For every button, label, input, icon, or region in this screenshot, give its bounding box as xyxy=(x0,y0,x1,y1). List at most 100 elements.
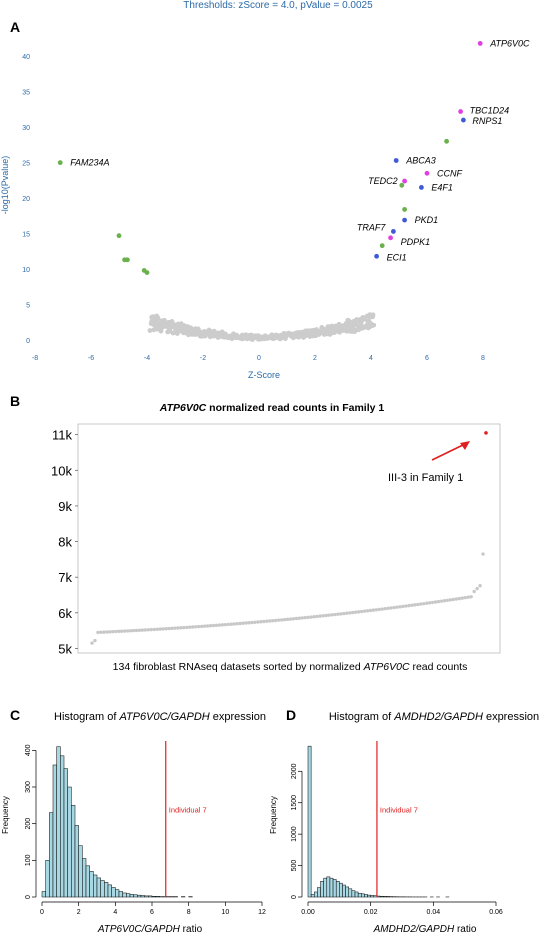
histogram-bar xyxy=(41,891,46,898)
panel-b-y-tick-label: 7k xyxy=(58,570,72,585)
panel-c-axes: 0 100 200 300 400 0 2 4 6 8 10 12 xyxy=(25,744,266,916)
histogram-bar xyxy=(348,888,353,898)
data-point xyxy=(188,625,192,629)
histogram-bar xyxy=(332,879,337,898)
data-point xyxy=(247,621,251,625)
histogram-bar xyxy=(74,825,79,898)
panel-a-y-tick-label: 10 xyxy=(22,267,30,274)
panel-d-xlabel-post: ratio xyxy=(454,924,477,935)
background-point xyxy=(371,322,377,328)
data-point xyxy=(217,623,222,627)
background-point xyxy=(312,331,318,337)
panel-a-y-tick-label: 30 xyxy=(22,125,30,132)
histogram-bar xyxy=(60,755,65,898)
panel-c-y-axis-label: Frequency xyxy=(1,796,10,834)
outlier-point xyxy=(484,431,488,435)
data-point xyxy=(119,629,124,633)
data-point xyxy=(383,606,387,611)
gene-label-e4f1: E4F1 xyxy=(431,182,453,192)
panel-c-title-pre: Histogram of xyxy=(54,711,119,723)
histogram-bar xyxy=(100,880,105,898)
data-point xyxy=(256,620,260,624)
panel-a-highlight-points xyxy=(57,41,483,275)
data-point xyxy=(460,596,465,600)
data-point xyxy=(404,604,408,608)
highlight-point xyxy=(399,182,405,188)
panel-b-x-axis-label: 134 fibroblast RNAseq datasets sorted by… xyxy=(113,661,468,673)
data-point xyxy=(419,602,423,606)
panel-c-x-axis-label: ATP6V0C/GAPDH ratio xyxy=(97,924,203,935)
panel-d-title: Histogram of AMDHD2/GAPDH expression xyxy=(329,711,539,723)
panel-b-arrow-line xyxy=(431,443,466,461)
background-point xyxy=(223,333,229,339)
data-point xyxy=(99,630,103,634)
data-point xyxy=(348,611,352,615)
histogram-bar xyxy=(364,894,368,898)
histogram-bar xyxy=(310,894,315,898)
x-tick-label: 10 xyxy=(221,909,229,916)
gene-point-e4f1 xyxy=(419,185,424,190)
background-point xyxy=(360,324,366,330)
data-point xyxy=(336,612,340,616)
panel-b-frame xyxy=(77,423,501,654)
data-point xyxy=(339,612,343,616)
histogram-bar xyxy=(323,877,328,898)
data-point xyxy=(164,627,168,631)
data-point xyxy=(463,595,467,600)
panel-a-y-tick-label: 20 xyxy=(22,196,30,203)
data-point xyxy=(368,608,373,613)
data-point xyxy=(300,616,305,620)
data-point xyxy=(356,610,361,614)
background-point xyxy=(356,327,362,333)
data-point xyxy=(137,628,142,632)
data-point xyxy=(430,600,435,605)
gene-label-fam234a: FAM234A xyxy=(70,158,109,168)
data-point xyxy=(333,612,337,617)
data-point xyxy=(407,603,411,608)
data-point xyxy=(386,606,390,611)
background-point xyxy=(194,329,200,335)
x-tick-label: 0.00 xyxy=(301,909,315,916)
histogram-bar xyxy=(126,893,131,898)
y-tick-label: 0 xyxy=(291,895,298,899)
gene-point-ccnf xyxy=(424,170,430,176)
y-tick-label: 100 xyxy=(25,854,32,866)
gene-label-atp6v0c: ATP6V0C xyxy=(489,38,530,48)
data-point xyxy=(457,596,462,601)
background-point xyxy=(306,333,312,338)
background-point xyxy=(286,330,292,336)
data-point xyxy=(371,608,376,612)
gene-point-pdpk1 xyxy=(388,235,393,241)
gene-point-rnps1 xyxy=(461,117,466,123)
data-point xyxy=(297,616,302,620)
data-point xyxy=(315,614,319,619)
histogram-bar xyxy=(345,886,349,898)
x-tick-label: 0.02 xyxy=(364,909,378,916)
data-point xyxy=(350,610,355,615)
background-point xyxy=(263,335,269,341)
data-point xyxy=(108,630,112,634)
histogram-bar xyxy=(115,889,120,898)
data-point xyxy=(451,597,456,602)
data-point xyxy=(436,599,441,604)
x-tick-label: 0.04 xyxy=(427,909,441,916)
panel-a-y-ticks: 0 5 10 15 20 25 30 35 40 xyxy=(22,54,30,345)
background-point xyxy=(179,325,184,331)
data-point xyxy=(155,627,159,631)
data-point xyxy=(454,597,459,601)
data-point xyxy=(324,613,328,618)
panel-a-y-tick-label: 25 xyxy=(22,161,30,168)
highlight-point xyxy=(144,270,150,275)
histogram-bar xyxy=(307,745,312,898)
panel-d-letter: D xyxy=(286,707,296,723)
data-point xyxy=(185,625,189,630)
data-point xyxy=(122,629,127,633)
background-point xyxy=(151,317,157,323)
gene-point-fam234a xyxy=(57,160,63,166)
histogram-bar xyxy=(96,877,101,898)
histogram-bar xyxy=(82,858,87,898)
data-point xyxy=(158,627,162,631)
background-point xyxy=(350,323,356,329)
data-point xyxy=(475,586,479,591)
histogram-bar xyxy=(45,860,50,898)
